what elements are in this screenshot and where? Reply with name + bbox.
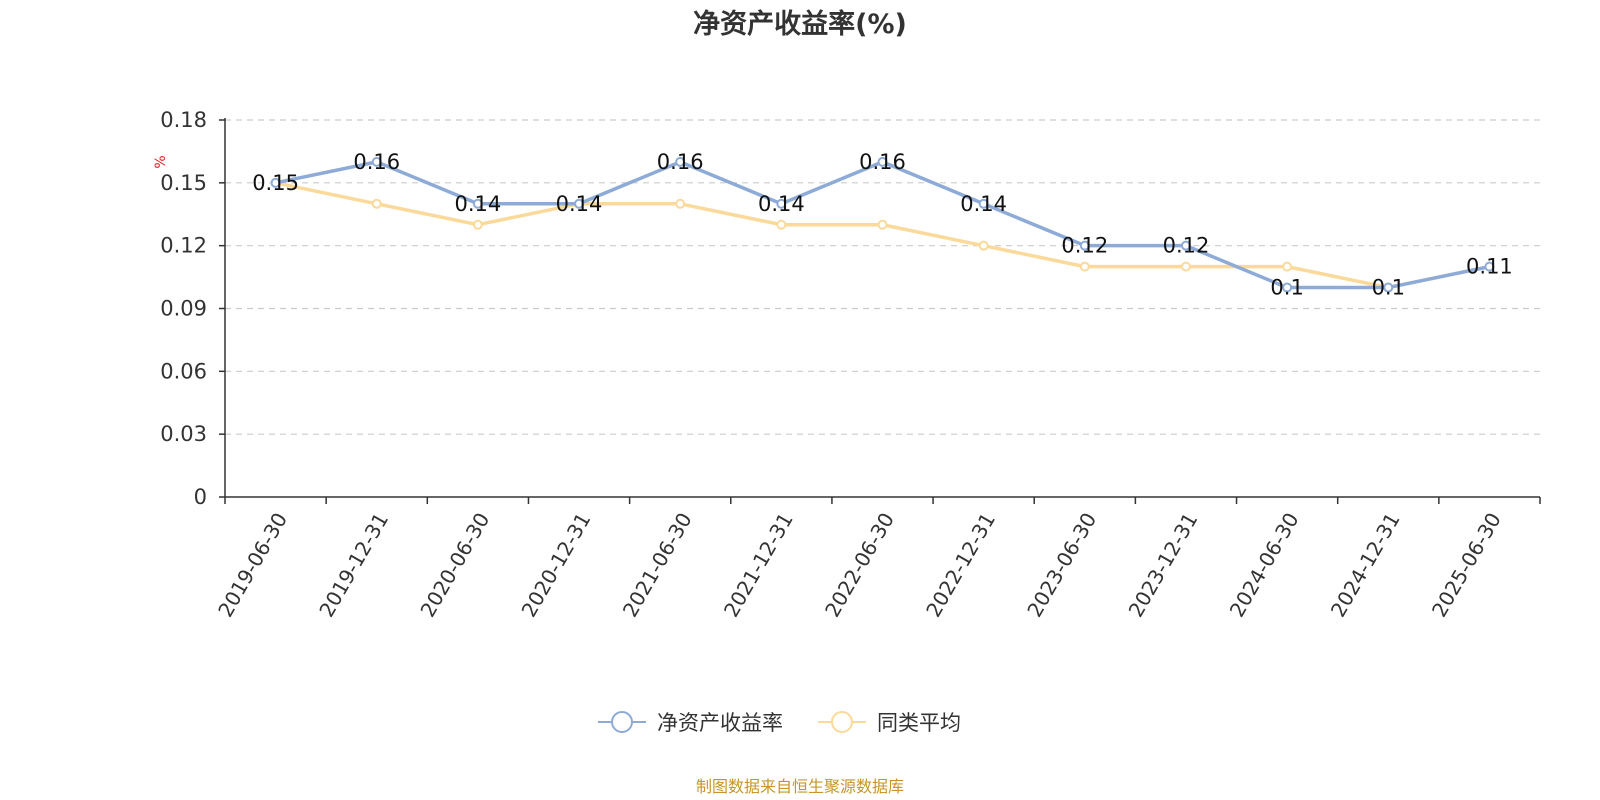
data-point <box>472 198 483 209</box>
data-label: 0.14 <box>758 192 805 216</box>
data-label: 0.12 <box>1163 234 1210 258</box>
y-tick-label: 0 <box>194 485 207 509</box>
data-label: 0.11 <box>1466 255 1513 279</box>
data-point <box>776 198 787 209</box>
data-label: 0.16 <box>859 150 906 174</box>
data-point <box>978 198 989 209</box>
data-label: 0.14 <box>455 192 502 216</box>
data-point <box>1282 282 1293 293</box>
x-tick-label: 2022-06-30 <box>820 509 899 622</box>
data-label: 0.15 <box>252 171 299 195</box>
legend-marker <box>831 711 853 733</box>
x-tick-label: 2022-12-31 <box>921 508 1000 621</box>
x-tick-label: 2024-12-31 <box>1326 509 1405 622</box>
data-label: 0.1 <box>1270 276 1303 300</box>
legend: 净资产收益率 同类平均 <box>598 711 961 735</box>
chart-title: 净资产收益率(%) <box>693 8 907 40</box>
data-point <box>371 156 382 167</box>
data-point <box>877 156 888 167</box>
y-axis-unit-label: % <box>153 155 169 168</box>
data-point <box>1282 261 1293 272</box>
data-point <box>1180 261 1191 272</box>
data-point <box>675 156 686 167</box>
legend-label: 净资产收益率 <box>657 711 783 735</box>
data-point <box>978 240 989 251</box>
axes: 0 0.03 0.06 0.09 0.12 0.15 0.18 2019-06-30 2019-… <box>160 108 1541 622</box>
x-tick-label: 2020-06-30 <box>415 509 494 622</box>
data-label: 0.16 <box>353 150 400 174</box>
data-point <box>1180 240 1191 251</box>
data-label: 0.1 <box>1372 276 1405 300</box>
data-label: 0.14 <box>556 192 603 216</box>
data-label: 0.12 <box>1061 234 1108 258</box>
legend-label: 同类平均 <box>877 711 961 735</box>
series-lines <box>270 156 1495 293</box>
data-labels: 0.15 0.16 0.14 0.14 0.16 0.14 0.16 0.14 0.12 0.12… <box>252 150 1513 300</box>
y-tick-label: 0.12 <box>160 234 207 258</box>
x-tick-label: 2021-06-30 <box>618 509 697 622</box>
data-point <box>270 177 281 188</box>
y-tick-label: 0.06 <box>160 359 207 383</box>
x-tick-label: 2019-06-30 <box>213 509 292 622</box>
data-label: 0.16 <box>657 150 704 174</box>
y-tick-label: 0.03 <box>160 422 207 446</box>
x-tick-label: 2025-06-30 <box>1427 509 1506 622</box>
legend-marker <box>611 711 633 733</box>
data-point <box>776 219 787 230</box>
data-point <box>877 219 888 230</box>
data-point <box>675 198 686 209</box>
y-tick-label: 0.09 <box>160 297 207 321</box>
x-tick-label: 2020-12-31 <box>517 509 596 622</box>
data-point <box>574 198 585 209</box>
x-tick-label: 2023-12-31 <box>1124 509 1203 622</box>
y-tick-label: 0.15 <box>160 171 207 195</box>
data-point <box>1484 261 1495 272</box>
data-point <box>472 219 483 230</box>
x-tick-label: 2019-12-31 <box>314 509 393 622</box>
data-point <box>1079 261 1090 272</box>
data-label: 0.14 <box>960 192 1007 216</box>
data-point <box>1383 282 1394 293</box>
x-tick-label: 2024-06-30 <box>1225 509 1304 622</box>
x-tick-label: 2023-06-30 <box>1022 509 1101 622</box>
data-point <box>371 198 382 209</box>
source-note: 制图数据来自恒生聚源数据库 <box>696 777 904 796</box>
y-tick-label: 0.18 <box>160 108 207 132</box>
x-tick-label: 2021-12-31 <box>719 509 798 622</box>
data-point <box>1079 240 1090 251</box>
